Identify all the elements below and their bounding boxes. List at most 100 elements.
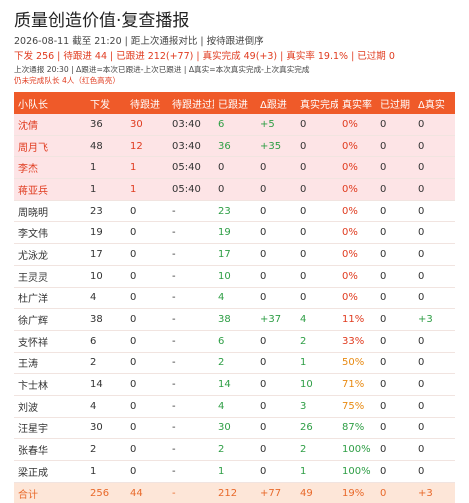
cell: 14 [86,373,126,396]
cell: 71% [338,373,376,396]
meta: 2026-08-11 截至 21:20 | 距上次通报对比 | 按待跟进倒序 [14,36,264,47]
cell: 周月飞 [14,135,86,158]
cell: 0% [338,265,376,288]
cell: - [168,373,214,396]
cell: 1 [126,178,168,201]
cell: 3 [296,395,338,418]
table-row: 沈倩 36 30 03:40 6 +5 0 0% 0 0 [14,114,455,136]
cell: 0 [296,200,338,223]
cell: 0% [338,200,376,223]
cell: 0 [376,287,414,310]
cell: 1 [296,352,338,375]
cell: 0% [338,243,376,266]
cell: 0 [296,156,338,180]
cell: 0 [256,330,296,353]
cell: 0 [296,114,338,136]
cell: 10 [86,265,126,288]
cell: 26 [296,417,338,440]
cell: 75% [338,395,376,418]
cell: 38 [86,308,126,331]
cell: 10 [296,373,338,396]
cell: 38 [214,308,256,331]
table-row: 徐广辉 38 0-38 +37 4 11% 0 +3 [14,308,455,331]
cell: 支怀祥 [14,330,86,353]
cell: 0 [126,373,168,396]
cell: 尤泳龙 [14,243,86,266]
cell: 0 [126,460,168,483]
cell: 03:40 [168,135,214,158]
cell: 0 [414,135,455,158]
cell: 36 [214,135,256,158]
cell: 0 [414,395,455,418]
cell: 1 [86,460,126,483]
cell: 刘波 [14,395,86,418]
cell: +5 [256,114,296,136]
cell: 0% [338,221,376,245]
cell: 1 [126,156,168,180]
column-header: 下发 [86,92,126,114]
cell: 87% [338,417,376,440]
cell: 0 [126,287,168,310]
cell: 03:40 [168,114,214,136]
cell: 0 [376,482,414,503]
cell: +77 [256,482,296,503]
column-header: 待跟进过期 [168,92,214,114]
cell: 0 [376,417,414,440]
table-row: 周晓明 23 0-23 0 0 0% 0 0 [14,200,455,223]
cell: 100% [338,460,376,483]
column-header: 真实完成 [296,92,338,114]
cell: 0 [214,156,256,180]
title: 质量创造价值·复查播报 [14,11,190,31]
cell: 6 [214,330,256,353]
cell: 0 [296,135,338,158]
cell: 23 [86,200,126,223]
cell: 0 [376,114,414,136]
cell: 0 [256,178,296,201]
cell: 10 [214,265,256,288]
cell: 0 [376,243,414,266]
cell: 汪星宇 [14,417,86,440]
cell: 4 [86,287,126,310]
cell: 王灵灵 [14,265,86,288]
cell: 0 [256,373,296,396]
cell: - [168,287,214,310]
cell: 合计 [14,482,86,503]
cell: 0 [376,460,414,483]
cell: 0% [338,156,376,180]
total-row: 合计 256 44-212 +77 49 19% 0 +3 [14,482,455,503]
column-header: 已过期 [376,92,414,114]
cell: 6 [86,330,126,353]
cell: 0 [256,265,296,288]
cell: 0 [414,200,455,223]
cell: 2 [86,438,126,461]
cell: 0 [414,178,455,201]
cell: 33% [338,330,376,353]
cell: 0 [256,438,296,461]
cell: 4 [214,287,256,310]
cell: 0 [414,265,455,288]
cell: +3 [414,308,455,331]
cell: 0 [414,114,455,136]
cell: 0 [376,221,414,245]
cell: 0 [414,352,455,375]
table-row: 梁正成 1 0-1 0 1 100% 0 0 [14,460,455,483]
cell: 0 [126,395,168,418]
cell: 0 [414,243,455,266]
column-header: Δ真实 [414,92,455,114]
cell: 4 [86,395,126,418]
table-row: 刘波 4 0-4 0 3 75% 0 0 [14,395,455,418]
cell: 王涛 [14,352,86,375]
cell: 1 [214,460,256,483]
cell: 0 [376,156,414,180]
column-header: 小队长 [14,92,86,114]
cell: 0 [256,221,296,245]
cell: 0 [256,243,296,266]
cell: 0 [376,200,414,223]
table-row: 李文伟 19 0-19 0 0 0% 0 0 [14,221,455,245]
cell: 李文伟 [14,221,86,245]
cell: 0 [296,265,338,288]
cell: 0 [414,373,455,396]
cell: 0 [126,330,168,353]
cell: 23 [214,200,256,223]
